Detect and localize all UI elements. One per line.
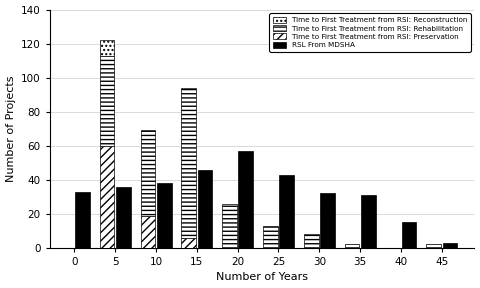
Legend: Time to First Treatment from RSI: Reconstruction, Time to First Treatment from R: Time to First Treatment from RSI: Recons… (269, 13, 471, 52)
Bar (345, 245, 360, 248)
Bar (116, 187, 131, 248)
Bar (402, 222, 417, 248)
Bar (75, 192, 90, 248)
Bar (222, 204, 237, 248)
Bar (157, 183, 171, 248)
Bar (263, 226, 277, 248)
Bar (141, 130, 155, 215)
Bar (279, 175, 294, 248)
Bar (100, 146, 114, 248)
Bar (181, 88, 196, 238)
Bar (141, 215, 155, 248)
Y-axis label: Number of Projects: Number of Projects (6, 75, 15, 182)
Bar (239, 151, 253, 248)
X-axis label: Number of Years: Number of Years (216, 272, 308, 283)
Bar (443, 243, 457, 248)
Bar (426, 245, 441, 248)
Bar (320, 193, 335, 248)
Bar (198, 170, 212, 248)
Bar (304, 234, 319, 248)
Bar (100, 40, 114, 56)
Bar (181, 238, 196, 248)
Bar (100, 56, 114, 146)
Bar (361, 195, 376, 248)
